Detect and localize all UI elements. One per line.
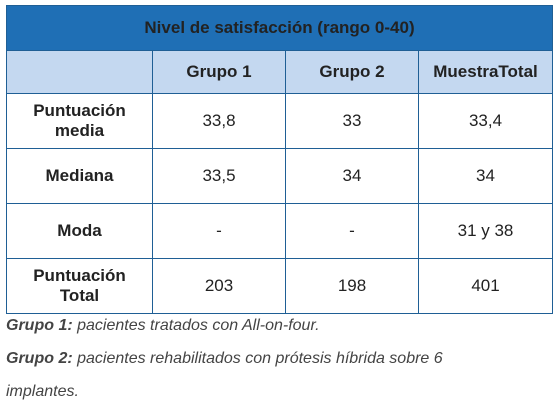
header-grupo-1: Grupo 1 bbox=[152, 50, 286, 94]
note-grupo-1: Grupo 1: pacientes tratados con All-on-f… bbox=[6, 309, 554, 342]
cell-grupo-1: 33,8 bbox=[152, 93, 286, 149]
row-label-line2: Total bbox=[59, 286, 100, 305]
cell-muestra-total: 33,4 bbox=[417, 93, 554, 149]
table-row: Moda - - 31 y 38 bbox=[6, 203, 554, 259]
satisfaction-table: Nivel de satisfacción (rango 0-40) Grupo… bbox=[5, 5, 554, 314]
row-label: Puntuación media bbox=[6, 93, 153, 149]
table-row: Puntuación Total 203 198 401 bbox=[6, 258, 554, 314]
note-text: pacientes tratados con All-on-four. bbox=[72, 317, 320, 334]
note-term: Grupo 1: bbox=[6, 317, 73, 334]
cell-grupo-1: 203 bbox=[152, 258, 286, 314]
row-label-line1: Moda bbox=[57, 221, 102, 240]
table-header-row: Grupo 1 Grupo 2 MuestraTotal bbox=[6, 50, 554, 94]
cell-grupo-2: 198 bbox=[285, 258, 419, 314]
cell-muestra-total: 31 y 38 bbox=[417, 203, 554, 259]
cell-grupo-2: 34 bbox=[285, 148, 419, 204]
header-grupo-2: Grupo 2 bbox=[285, 50, 419, 94]
cell-muestra-total: 34 bbox=[417, 148, 554, 204]
row-label: Mediana bbox=[6, 148, 153, 204]
note-text-continued: implantes. bbox=[6, 383, 79, 400]
table-title-row: Nivel de satisfacción (rango 0-40) bbox=[5, 5, 554, 51]
cell-grupo-1: 33,5 bbox=[152, 148, 286, 204]
cell-grupo-2: - bbox=[285, 203, 419, 259]
header-blank-cell bbox=[6, 50, 153, 94]
cell-grupo-2: 33 bbox=[285, 93, 419, 149]
cell-grupo-1: - bbox=[152, 203, 286, 259]
note-text: pacientes rehabilitados con prótesis híb… bbox=[72, 350, 443, 367]
note-grupo-2: Grupo 2: pacientes rehabilitados con pró… bbox=[6, 342, 554, 408]
row-label: Moda bbox=[6, 203, 153, 259]
row-label: Puntuación Total bbox=[6, 258, 153, 314]
table-title: Nivel de satisfacción (rango 0-40) bbox=[5, 5, 554, 51]
table-row: Mediana 33,5 34 34 bbox=[6, 148, 554, 204]
note-term: Grupo 2: bbox=[6, 350, 73, 367]
row-label-line1: Mediana bbox=[45, 166, 114, 185]
cell-muestra-total: 401 bbox=[417, 258, 554, 314]
table-row: Puntuación media 33,8 33 33,4 bbox=[6, 93, 554, 149]
row-label-line1: Puntuación bbox=[33, 266, 126, 285]
header-muestra-total: MuestraTotal bbox=[417, 50, 554, 94]
table-notes: Grupo 1: pacientes tratados con All-on-f… bbox=[6, 309, 554, 408]
row-label-line1: Puntuación bbox=[33, 101, 126, 120]
row-label-line2: media bbox=[54, 121, 105, 140]
